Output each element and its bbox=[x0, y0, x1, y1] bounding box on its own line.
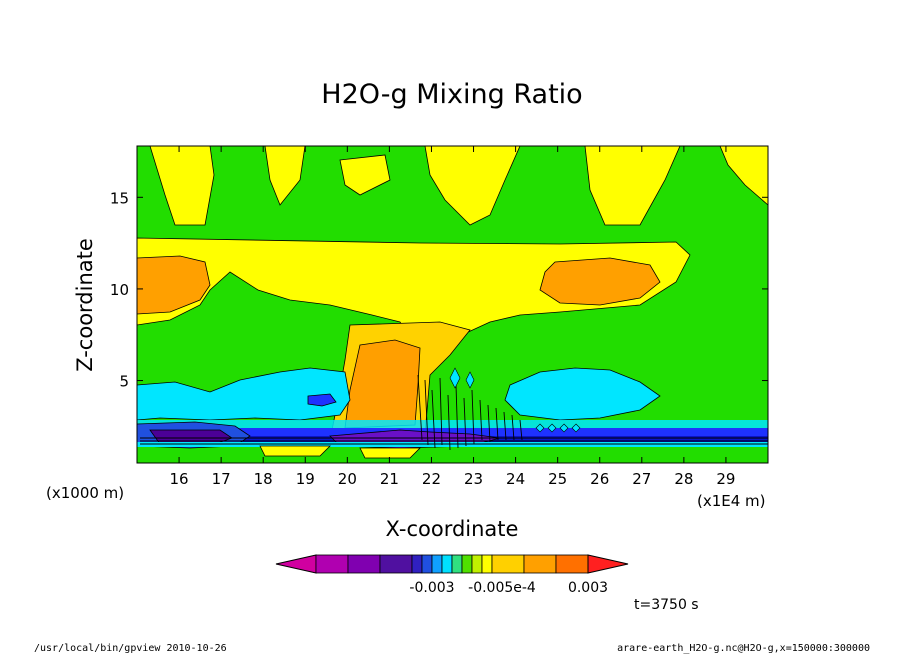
x-tick-label: 22 bbox=[422, 470, 441, 488]
y-tick-label: 5 bbox=[119, 373, 129, 391]
x-axis-label: X-coordinate bbox=[386, 517, 519, 541]
x-tick-label: 16 bbox=[170, 470, 189, 488]
upper-plume-3 bbox=[339, 154, 391, 196]
colorbar-swatch bbox=[441, 554, 453, 574]
x-tick-label: 28 bbox=[674, 470, 693, 488]
chart-title: H2O-g Mixing Ratio bbox=[321, 79, 582, 110]
anvil-orange-left bbox=[137, 255, 211, 315]
colorbar bbox=[275, 554, 629, 574]
colorbar-over-arrow bbox=[587, 554, 629, 574]
y-tick-label: 15 bbox=[110, 189, 129, 207]
x-tick-label: 24 bbox=[506, 470, 525, 488]
y-axis: 5 10 15 bbox=[110, 189, 768, 391]
upper-plume-6 bbox=[719, 146, 768, 206]
x-axis: 16 17 18 19 20 21 22 23 24 25 26 27 28 29 bbox=[170, 146, 735, 488]
oscillation-contours bbox=[140, 374, 768, 451]
colorbar-swatch bbox=[347, 554, 381, 574]
x-tick-label: 23 bbox=[464, 470, 483, 488]
colorbar-swatch bbox=[523, 554, 557, 574]
y-axis-label: Z-coordinate bbox=[73, 238, 97, 372]
low-cyan-band bbox=[137, 442, 768, 447]
x-tick-label: 25 bbox=[548, 470, 567, 488]
cyan-layer-left bbox=[137, 367, 351, 421]
upper-plume-5 bbox=[584, 146, 681, 226]
anvil-orange-right bbox=[539, 257, 661, 306]
colorbar-swatch bbox=[451, 554, 463, 574]
colorbar-swatch bbox=[461, 554, 473, 574]
colorbar-label-1: -0.003 bbox=[409, 580, 454, 596]
colorbar-swatch bbox=[431, 554, 443, 574]
colorbar-swatch bbox=[421, 554, 433, 574]
footer-right: arare-earth_H2O-g.nc@H2O-g,x=150000:3000… bbox=[617, 643, 870, 654]
colorbar-swatch bbox=[315, 554, 349, 574]
colorbar-label-3: 0.003 bbox=[568, 580, 608, 596]
colorbar-swatch bbox=[491, 554, 525, 574]
colorbar-swatch bbox=[471, 554, 483, 574]
colorbar-swatch bbox=[379, 554, 413, 574]
cyan-layer-right bbox=[504, 367, 661, 421]
x-unit-label: (x1000 m) bbox=[46, 484, 124, 502]
time-label: t=3750 s bbox=[634, 597, 699, 613]
x-tick-label: 21 bbox=[380, 470, 399, 488]
contour-field bbox=[137, 146, 768, 463]
footer-left: /usr/local/bin/gpview 2010-10-26 bbox=[34, 643, 227, 654]
y-tick-label: 10 bbox=[110, 281, 129, 299]
upper-plume-2 bbox=[264, 146, 306, 206]
blue-blob bbox=[307, 393, 337, 407]
x-tick-label: 20 bbox=[338, 470, 357, 488]
x-tick-label: 29 bbox=[716, 470, 735, 488]
colorbar-swatch bbox=[411, 554, 423, 574]
colorbar-under-arrow bbox=[275, 554, 317, 574]
upper-plume-1 bbox=[149, 146, 215, 226]
x-tick-label: 18 bbox=[254, 470, 273, 488]
x-scale-label: (x1E4 m) bbox=[697, 492, 766, 510]
x-tick-label: 17 bbox=[212, 470, 231, 488]
colorbar-swatch bbox=[555, 554, 589, 574]
low-violet-left bbox=[149, 429, 233, 445]
colorbar-label-2: -0.005e-4 bbox=[468, 580, 536, 596]
x-tick-label: 27 bbox=[632, 470, 651, 488]
x-tick-label: 19 bbox=[296, 470, 315, 488]
diamond-cells bbox=[449, 367, 581, 433]
x-tick-label: 26 bbox=[590, 470, 609, 488]
low-yellow-strips bbox=[259, 445, 421, 459]
upper-plume-4 bbox=[424, 146, 521, 226]
plot-frame bbox=[136, 145, 769, 464]
colorbar-swatch bbox=[481, 554, 493, 574]
